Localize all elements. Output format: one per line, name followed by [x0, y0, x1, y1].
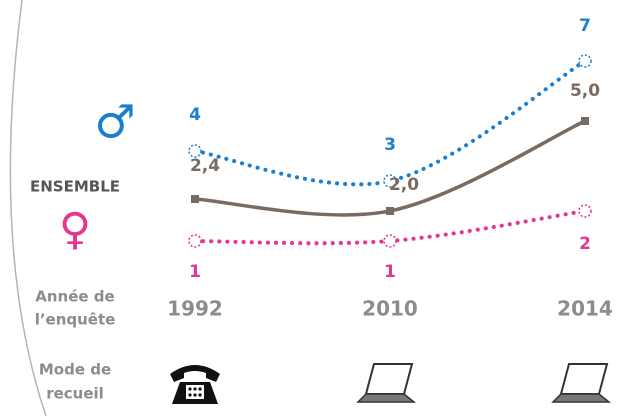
laptop-icon: [551, 363, 612, 403]
value-label: 2: [579, 234, 591, 254]
value-label: 4: [189, 105, 201, 125]
legend-label: ENSEMBLE: [30, 178, 120, 196]
mode-label: recueil: [46, 385, 104, 403]
phone-icon: [170, 365, 220, 404]
laptop-icon: [356, 363, 417, 403]
point: [383, 174, 397, 188]
x-label: l’enquête: [35, 311, 116, 329]
point: [188, 144, 202, 158]
value-label: 1: [189, 262, 201, 282]
value-label: 5,0: [570, 81, 600, 101]
point: [578, 54, 592, 68]
point: [383, 234, 397, 248]
x-tick-label: 2014: [557, 297, 613, 321]
value-label: 2,4: [190, 156, 220, 176]
value-label: 3: [384, 135, 396, 155]
value-label: 2,0: [389, 175, 419, 195]
legend-label: ♂: [94, 95, 135, 149]
point: [578, 204, 592, 218]
x-label: Année de: [35, 288, 114, 306]
point: [581, 117, 589, 125]
legend-label: ♀: [59, 204, 91, 255]
value-label: 1: [384, 262, 396, 282]
point: [188, 234, 202, 248]
x-tick-label: 1992: [167, 297, 223, 321]
point: [191, 195, 199, 203]
series-line: [193, 59, 587, 187]
point: [386, 207, 394, 215]
x-tick-label: 2010: [362, 297, 418, 321]
value-label: 7: [579, 16, 591, 36]
mode-label: Mode de: [39, 361, 111, 379]
border-arc: [9, 0, 47, 416]
